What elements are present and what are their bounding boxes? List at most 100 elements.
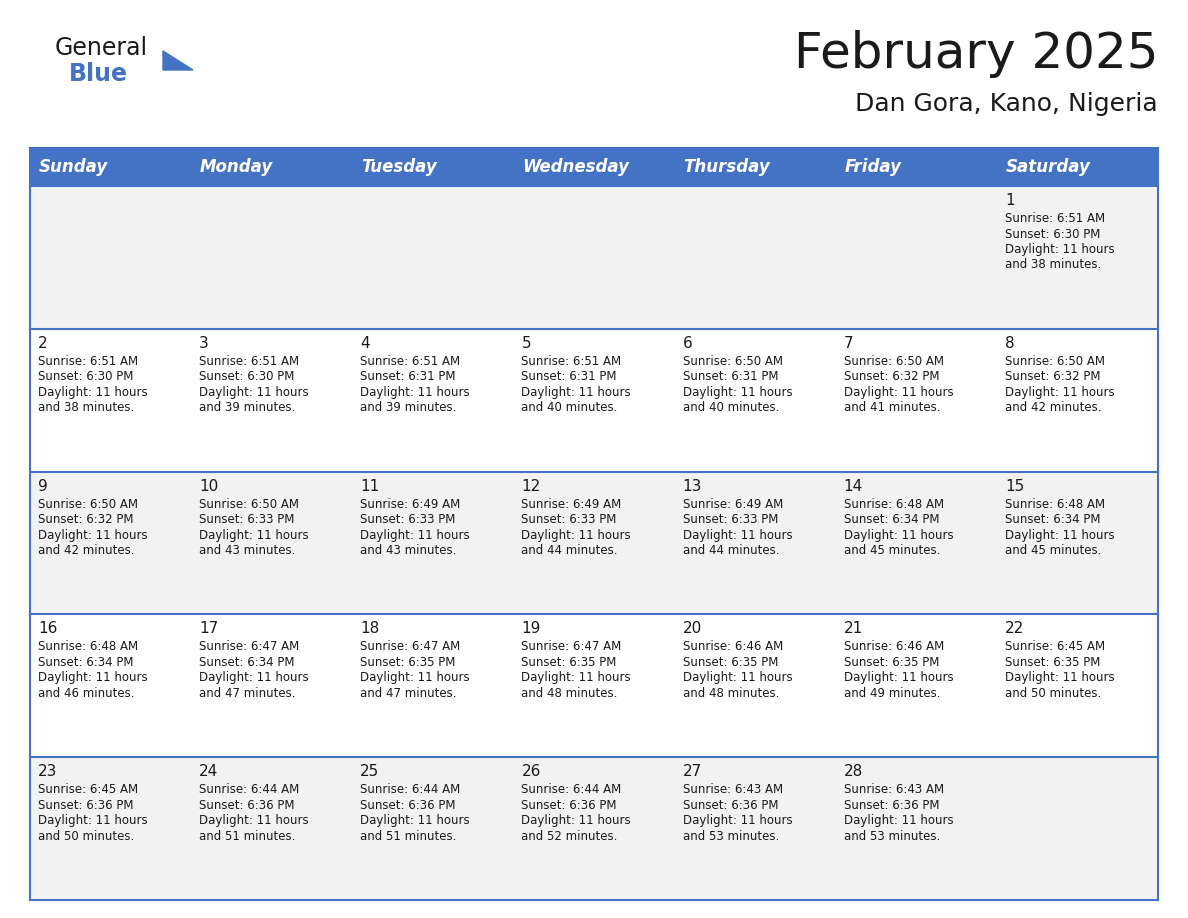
Text: and 51 minutes.: and 51 minutes.: [360, 830, 456, 843]
Text: 4: 4: [360, 336, 369, 351]
Text: and 42 minutes.: and 42 minutes.: [1005, 401, 1101, 414]
Text: 3: 3: [200, 336, 209, 351]
Text: Thursday: Thursday: [683, 158, 770, 176]
Text: Tuesday: Tuesday: [361, 158, 437, 176]
Text: Dan Gora, Kano, Nigeria: Dan Gora, Kano, Nigeria: [855, 92, 1158, 116]
Text: Sunrise: 6:43 AM: Sunrise: 6:43 AM: [683, 783, 783, 796]
Text: Sunset: 6:34 PM: Sunset: 6:34 PM: [1005, 513, 1100, 526]
Text: Daylight: 11 hours: Daylight: 11 hours: [843, 671, 953, 685]
Text: Daylight: 11 hours: Daylight: 11 hours: [522, 529, 631, 542]
Text: 9: 9: [38, 478, 48, 494]
Text: Daylight: 11 hours: Daylight: 11 hours: [1005, 386, 1114, 398]
Text: 20: 20: [683, 621, 702, 636]
Text: Daylight: 11 hours: Daylight: 11 hours: [843, 814, 953, 827]
Text: Sunset: 6:30 PM: Sunset: 6:30 PM: [1005, 228, 1100, 241]
Text: Sunrise: 6:47 AM: Sunrise: 6:47 AM: [200, 641, 299, 654]
Text: and 44 minutes.: and 44 minutes.: [683, 544, 779, 557]
Text: 22: 22: [1005, 621, 1024, 636]
Text: Sunset: 6:36 PM: Sunset: 6:36 PM: [843, 799, 940, 812]
Text: 15: 15: [1005, 478, 1024, 494]
Text: and 51 minutes.: and 51 minutes.: [200, 830, 296, 843]
Text: Blue: Blue: [69, 62, 128, 86]
Text: General: General: [55, 36, 148, 60]
Text: February 2025: February 2025: [794, 30, 1158, 78]
Text: Daylight: 11 hours: Daylight: 11 hours: [683, 814, 792, 827]
Text: and 52 minutes.: and 52 minutes.: [522, 830, 618, 843]
Text: and 53 minutes.: and 53 minutes.: [683, 830, 779, 843]
Text: Daylight: 11 hours: Daylight: 11 hours: [843, 386, 953, 398]
Text: Daylight: 11 hours: Daylight: 11 hours: [200, 671, 309, 685]
Text: Sunset: 6:35 PM: Sunset: 6:35 PM: [360, 655, 456, 669]
Bar: [513, 757, 675, 900]
Text: Sunset: 6:33 PM: Sunset: 6:33 PM: [200, 513, 295, 526]
Bar: [675, 472, 835, 614]
Text: Sunrise: 6:47 AM: Sunrise: 6:47 AM: [360, 641, 461, 654]
Text: and 38 minutes.: and 38 minutes.: [1005, 259, 1101, 272]
Text: Sunrise: 6:51 AM: Sunrise: 6:51 AM: [360, 354, 461, 368]
Text: Daylight: 11 hours: Daylight: 11 hours: [38, 671, 147, 685]
Text: 7: 7: [843, 336, 853, 351]
Text: and 47 minutes.: and 47 minutes.: [200, 687, 296, 700]
Bar: [997, 148, 1158, 186]
Text: and 48 minutes.: and 48 minutes.: [522, 687, 618, 700]
Text: Sunrise: 6:51 AM: Sunrise: 6:51 AM: [522, 354, 621, 368]
Bar: [191, 614, 353, 757]
Bar: [30, 472, 191, 614]
Text: and 47 minutes.: and 47 minutes.: [360, 687, 456, 700]
Text: Daylight: 11 hours: Daylight: 11 hours: [1005, 529, 1114, 542]
Bar: [191, 148, 353, 186]
Text: Sunrise: 6:46 AM: Sunrise: 6:46 AM: [683, 641, 783, 654]
Text: Sunset: 6:36 PM: Sunset: 6:36 PM: [200, 799, 295, 812]
Text: Sunrise: 6:50 AM: Sunrise: 6:50 AM: [38, 498, 138, 510]
Text: Sunset: 6:36 PM: Sunset: 6:36 PM: [522, 799, 617, 812]
Text: and 41 minutes.: and 41 minutes.: [843, 401, 940, 414]
Text: Sunset: 6:34 PM: Sunset: 6:34 PM: [200, 655, 295, 669]
Bar: [997, 614, 1158, 757]
Bar: [353, 757, 513, 900]
Bar: [191, 757, 353, 900]
Text: 11: 11: [360, 478, 379, 494]
Text: Sunrise: 6:44 AM: Sunrise: 6:44 AM: [522, 783, 621, 796]
Text: Daylight: 11 hours: Daylight: 11 hours: [38, 529, 147, 542]
Text: and 39 minutes.: and 39 minutes.: [200, 401, 296, 414]
Text: Sunrise: 6:51 AM: Sunrise: 6:51 AM: [38, 354, 138, 368]
Text: Daylight: 11 hours: Daylight: 11 hours: [522, 814, 631, 827]
Bar: [835, 329, 997, 472]
Text: Daylight: 11 hours: Daylight: 11 hours: [200, 529, 309, 542]
Text: Sunset: 6:34 PM: Sunset: 6:34 PM: [38, 655, 133, 669]
Text: and 44 minutes.: and 44 minutes.: [522, 544, 618, 557]
Text: Sunset: 6:36 PM: Sunset: 6:36 PM: [683, 799, 778, 812]
Polygon shape: [163, 51, 192, 70]
Bar: [30, 614, 191, 757]
Text: 5: 5: [522, 336, 531, 351]
Text: Sunrise: 6:44 AM: Sunrise: 6:44 AM: [360, 783, 461, 796]
Text: Sunset: 6:31 PM: Sunset: 6:31 PM: [522, 370, 617, 384]
Text: and 48 minutes.: and 48 minutes.: [683, 687, 779, 700]
Text: Sunset: 6:35 PM: Sunset: 6:35 PM: [683, 655, 778, 669]
Text: Daylight: 11 hours: Daylight: 11 hours: [522, 386, 631, 398]
Text: 26: 26: [522, 764, 541, 779]
Bar: [835, 472, 997, 614]
Text: Sunday: Sunday: [39, 158, 108, 176]
Text: Daylight: 11 hours: Daylight: 11 hours: [200, 814, 309, 827]
Bar: [191, 472, 353, 614]
Text: Sunrise: 6:49 AM: Sunrise: 6:49 AM: [522, 498, 621, 510]
Text: Sunrise: 6:47 AM: Sunrise: 6:47 AM: [522, 641, 621, 654]
Text: Sunset: 6:36 PM: Sunset: 6:36 PM: [38, 799, 133, 812]
Text: 19: 19: [522, 621, 541, 636]
Text: and 39 minutes.: and 39 minutes.: [360, 401, 456, 414]
Bar: [675, 614, 835, 757]
Text: Sunset: 6:35 PM: Sunset: 6:35 PM: [1005, 655, 1100, 669]
Bar: [30, 186, 191, 329]
Text: and 45 minutes.: and 45 minutes.: [843, 544, 940, 557]
Text: Sunrise: 6:50 AM: Sunrise: 6:50 AM: [843, 354, 943, 368]
Text: and 40 minutes.: and 40 minutes.: [522, 401, 618, 414]
Bar: [675, 148, 835, 186]
Text: Sunrise: 6:45 AM: Sunrise: 6:45 AM: [1005, 641, 1105, 654]
Bar: [513, 186, 675, 329]
Text: Sunrise: 6:43 AM: Sunrise: 6:43 AM: [843, 783, 943, 796]
Text: Saturday: Saturday: [1006, 158, 1091, 176]
Text: Sunset: 6:36 PM: Sunset: 6:36 PM: [360, 799, 456, 812]
Bar: [353, 329, 513, 472]
Text: Daylight: 11 hours: Daylight: 11 hours: [1005, 671, 1114, 685]
